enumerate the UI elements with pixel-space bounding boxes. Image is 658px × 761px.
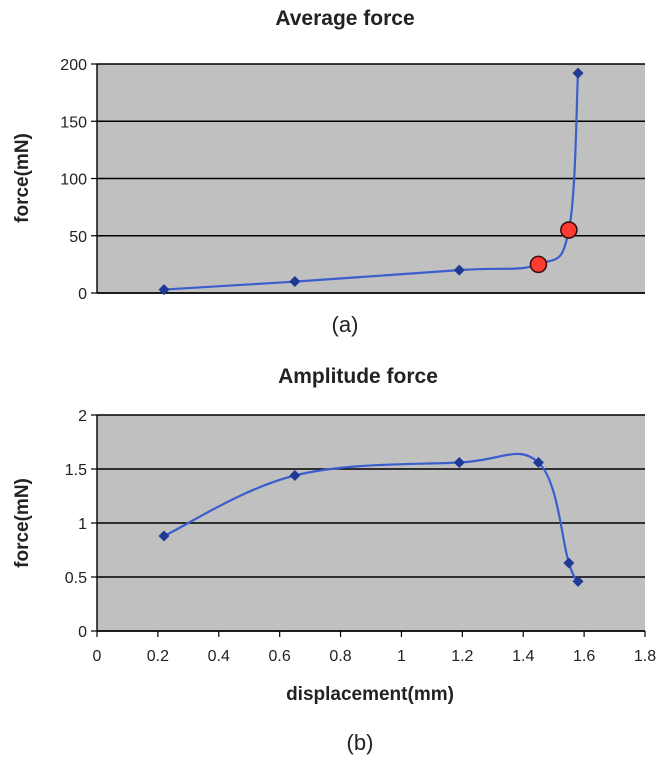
a-y-tick-label: 100 [60, 172, 87, 189]
a-highlight-point [529, 255, 548, 274]
a-data-point [289, 276, 301, 288]
b-y-tick-label: 0.5 [65, 570, 87, 587]
b-x-tick-label: 1.2 [451, 648, 473, 665]
a-y-tick-label: 200 [60, 57, 87, 74]
b-y-tick-label: 0 [78, 624, 87, 641]
b-data-point [158, 530, 170, 542]
chart-a-y-axis-label: force(mN) [12, 133, 33, 223]
chart-b-panel-label: (b) [347, 730, 374, 755]
b-x-tick-label: 1.6 [573, 648, 595, 665]
b-x-tick-label: 0 [93, 648, 102, 665]
chart-b-x-axis-label: displacement(mm) [286, 684, 454, 705]
b-data-point [453, 457, 465, 469]
chart-a-title: Average force [275, 7, 414, 30]
b-x-tick-label: 0.8 [329, 648, 351, 665]
a-y-tick-label: 150 [60, 114, 87, 131]
b-y-tick-label: 2 [78, 408, 87, 425]
b-x-tick-label: 0.2 [147, 648, 169, 665]
b-x-tick-label: 1.8 [634, 648, 656, 665]
a-data-point [158, 284, 170, 296]
b-x-tick-label: 0.4 [208, 648, 230, 665]
a-data-point [453, 264, 465, 276]
a-data-point [572, 67, 584, 79]
chart-b-title: Amplitude force [278, 365, 438, 388]
a-y-tick-label: 0 [78, 286, 87, 303]
a-highlight-point [560, 221, 578, 239]
b-x-tick-label: 1.4 [512, 648, 534, 665]
b-y-tick-label: 1 [78, 516, 87, 533]
b-x-tick-label: 0.6 [269, 648, 291, 665]
b-x-tick-label: 1 [397, 648, 406, 665]
b-data-point [572, 575, 584, 587]
b-y-tick-label: 1.5 [65, 462, 87, 479]
chart-b-y-axis-label: force(mN) [12, 478, 33, 568]
chart-a-panel-label: (a) [332, 312, 359, 337]
chart-average-force: Average force 0 50 100 150 200 force(mN) (a) [12, 7, 645, 337]
a-y-tick-label: 50 [69, 229, 87, 246]
b-data-point [532, 457, 544, 469]
b-data-point [563, 557, 575, 569]
chart-amplitude-force: Amplitude force 0 0.5 1 1.5 2 0 0.2 0.4 0.6 0.8 1… [12, 365, 656, 755]
b-data-point [289, 469, 301, 481]
a-series-line [163, 73, 580, 291]
